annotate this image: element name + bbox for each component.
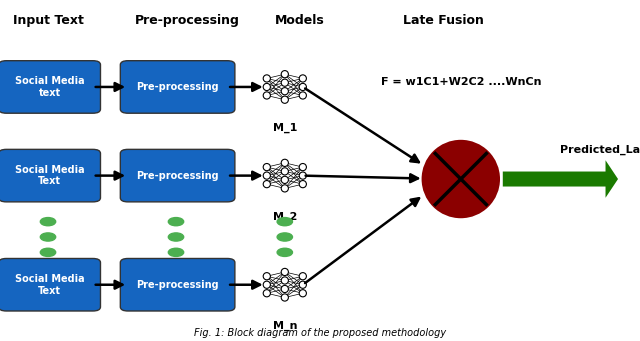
Text: Social Media
text: Social Media text (15, 76, 84, 98)
Text: Late Fusion: Late Fusion (403, 14, 484, 27)
Ellipse shape (281, 294, 289, 301)
Ellipse shape (300, 92, 307, 99)
Text: Pre-processing: Pre-processing (136, 82, 219, 92)
Text: F = w1C1+W2C2 ....WnCn: F = w1C1+W2C2 ....WnCn (381, 77, 541, 87)
Ellipse shape (300, 163, 307, 171)
Ellipse shape (281, 79, 289, 86)
FancyBboxPatch shape (0, 149, 100, 202)
FancyBboxPatch shape (0, 61, 100, 113)
Circle shape (40, 233, 56, 241)
Ellipse shape (281, 185, 289, 192)
Ellipse shape (263, 281, 270, 288)
Ellipse shape (263, 180, 270, 188)
Ellipse shape (263, 172, 270, 179)
Ellipse shape (263, 272, 270, 280)
Ellipse shape (281, 88, 289, 95)
Text: M_n: M_n (273, 321, 297, 331)
Text: Models: Models (275, 14, 325, 27)
FancyBboxPatch shape (120, 61, 235, 113)
Text: Predicted_Label: Predicted_Label (560, 145, 640, 155)
Text: Input Text: Input Text (13, 14, 84, 27)
Circle shape (40, 248, 56, 256)
Text: Fig. 1: Block diagram of the proposed methodology: Fig. 1: Block diagram of the proposed me… (194, 328, 446, 338)
Ellipse shape (300, 83, 307, 91)
FancyBboxPatch shape (120, 258, 235, 311)
Ellipse shape (300, 75, 307, 82)
Text: Social Media
Text: Social Media Text (15, 274, 84, 296)
Circle shape (277, 233, 292, 241)
FancyBboxPatch shape (0, 258, 100, 311)
Text: M_2: M_2 (273, 211, 297, 222)
Ellipse shape (263, 290, 270, 297)
Ellipse shape (281, 159, 289, 166)
Ellipse shape (300, 290, 307, 297)
Ellipse shape (422, 140, 500, 218)
Ellipse shape (300, 172, 307, 179)
Ellipse shape (281, 285, 289, 293)
Circle shape (40, 218, 56, 226)
Ellipse shape (281, 277, 289, 284)
Text: Pre-processing: Pre-processing (134, 14, 239, 27)
Circle shape (168, 218, 184, 226)
Ellipse shape (281, 96, 289, 103)
Ellipse shape (281, 268, 289, 276)
Ellipse shape (263, 75, 270, 82)
Ellipse shape (281, 176, 289, 183)
Ellipse shape (263, 163, 270, 171)
Circle shape (168, 233, 184, 241)
Text: M_1: M_1 (273, 123, 297, 133)
FancyBboxPatch shape (120, 149, 235, 202)
Text: Pre-processing: Pre-processing (136, 280, 219, 290)
Ellipse shape (263, 83, 270, 91)
Text: Social Media
Text: Social Media Text (15, 165, 84, 187)
Text: Pre-processing: Pre-processing (136, 170, 219, 181)
Circle shape (277, 218, 292, 226)
Ellipse shape (281, 168, 289, 175)
Ellipse shape (300, 272, 307, 280)
Circle shape (168, 248, 184, 256)
Circle shape (277, 248, 292, 256)
Ellipse shape (263, 92, 270, 99)
Ellipse shape (300, 281, 307, 288)
Ellipse shape (300, 180, 307, 188)
Ellipse shape (281, 71, 289, 78)
